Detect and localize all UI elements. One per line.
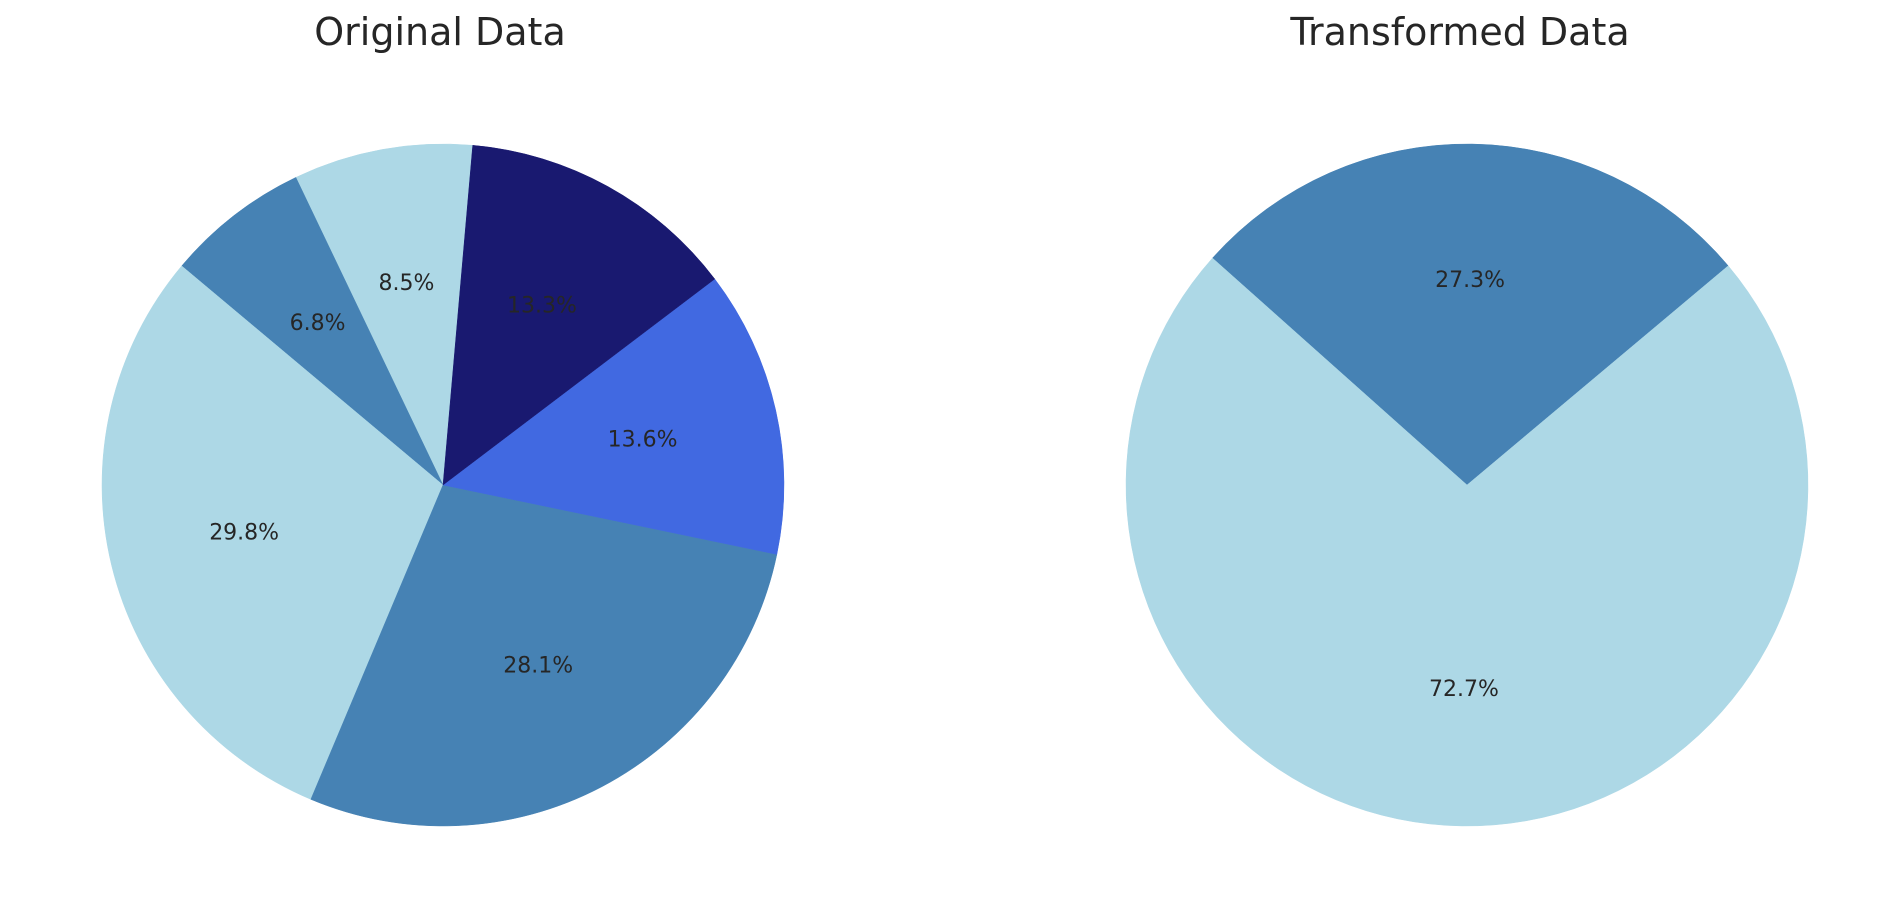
pie-slice-label: 28.1% <box>503 654 573 679</box>
pie-slice-label: 6.8% <box>290 311 346 336</box>
pie-slice <box>101 265 444 800</box>
chart-title-transformed: Transformed Data <box>1290 10 1630 54</box>
pie-slice-label: 8.5% <box>379 271 435 296</box>
pie-chart-0: 8.5% 6.8% 29.8% 28.1% 13.6% 13.3% <box>101 143 785 827</box>
pie-slice-label: 27.3% <box>1435 268 1505 293</box>
pie-slice <box>310 484 778 827</box>
pie-slice-label: 13.3% <box>507 293 577 318</box>
pie-slice-label: 29.8% <box>209 521 279 546</box>
pie-slice <box>295 143 473 486</box>
pie-slice-label: 13.6% <box>608 427 678 452</box>
pie-slice <box>1212 143 1729 486</box>
pie-slice <box>181 177 444 486</box>
pie-slice <box>442 278 785 555</box>
pie-slice <box>442 145 716 486</box>
pie-slice <box>1125 257 1809 827</box>
pie-chart-1: 27.3% 72.7% <box>1125 143 1809 827</box>
chart-title-original: Original Data <box>314 10 566 54</box>
pie-slice-label: 72.7% <box>1429 677 1499 702</box>
